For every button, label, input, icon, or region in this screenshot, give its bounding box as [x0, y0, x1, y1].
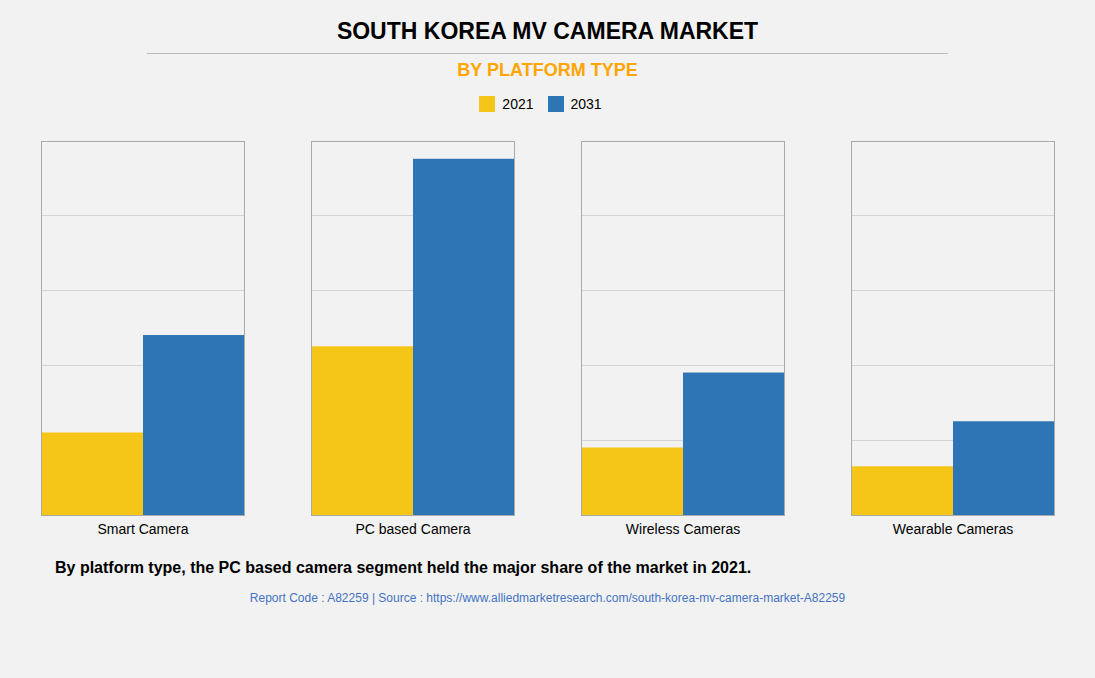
html-text:2021: 2021 — [502, 95, 534, 112]
svg-text:Wireless Cameras: Wireless Cameras — [626, 521, 740, 537]
html-text:SOUTH KOREA MV CAMERA MARKET: SOUTH KOREA MV CAMERA MARKET — [336, 18, 759, 44]
svg-text:Wearable Cameras: Wearable Cameras — [893, 521, 1013, 537]
svg-text:Smart Camera: Smart Camera — [97, 521, 188, 537]
html-text:BY PLATFORM TYPE: BY PLATFORM TYPE — [457, 60, 638, 80]
html-text:2031: 2031 — [570, 95, 602, 112]
svg-text:PC based Camera: PC based Camera — [355, 521, 470, 537]
html-text:By platform type, the PC based: By platform type, the PC based camera se… — [55, 559, 752, 576]
html-text:Report Code : A82259 | Source: Report Code : A82259 | Source : https://… — [249, 591, 846, 605]
